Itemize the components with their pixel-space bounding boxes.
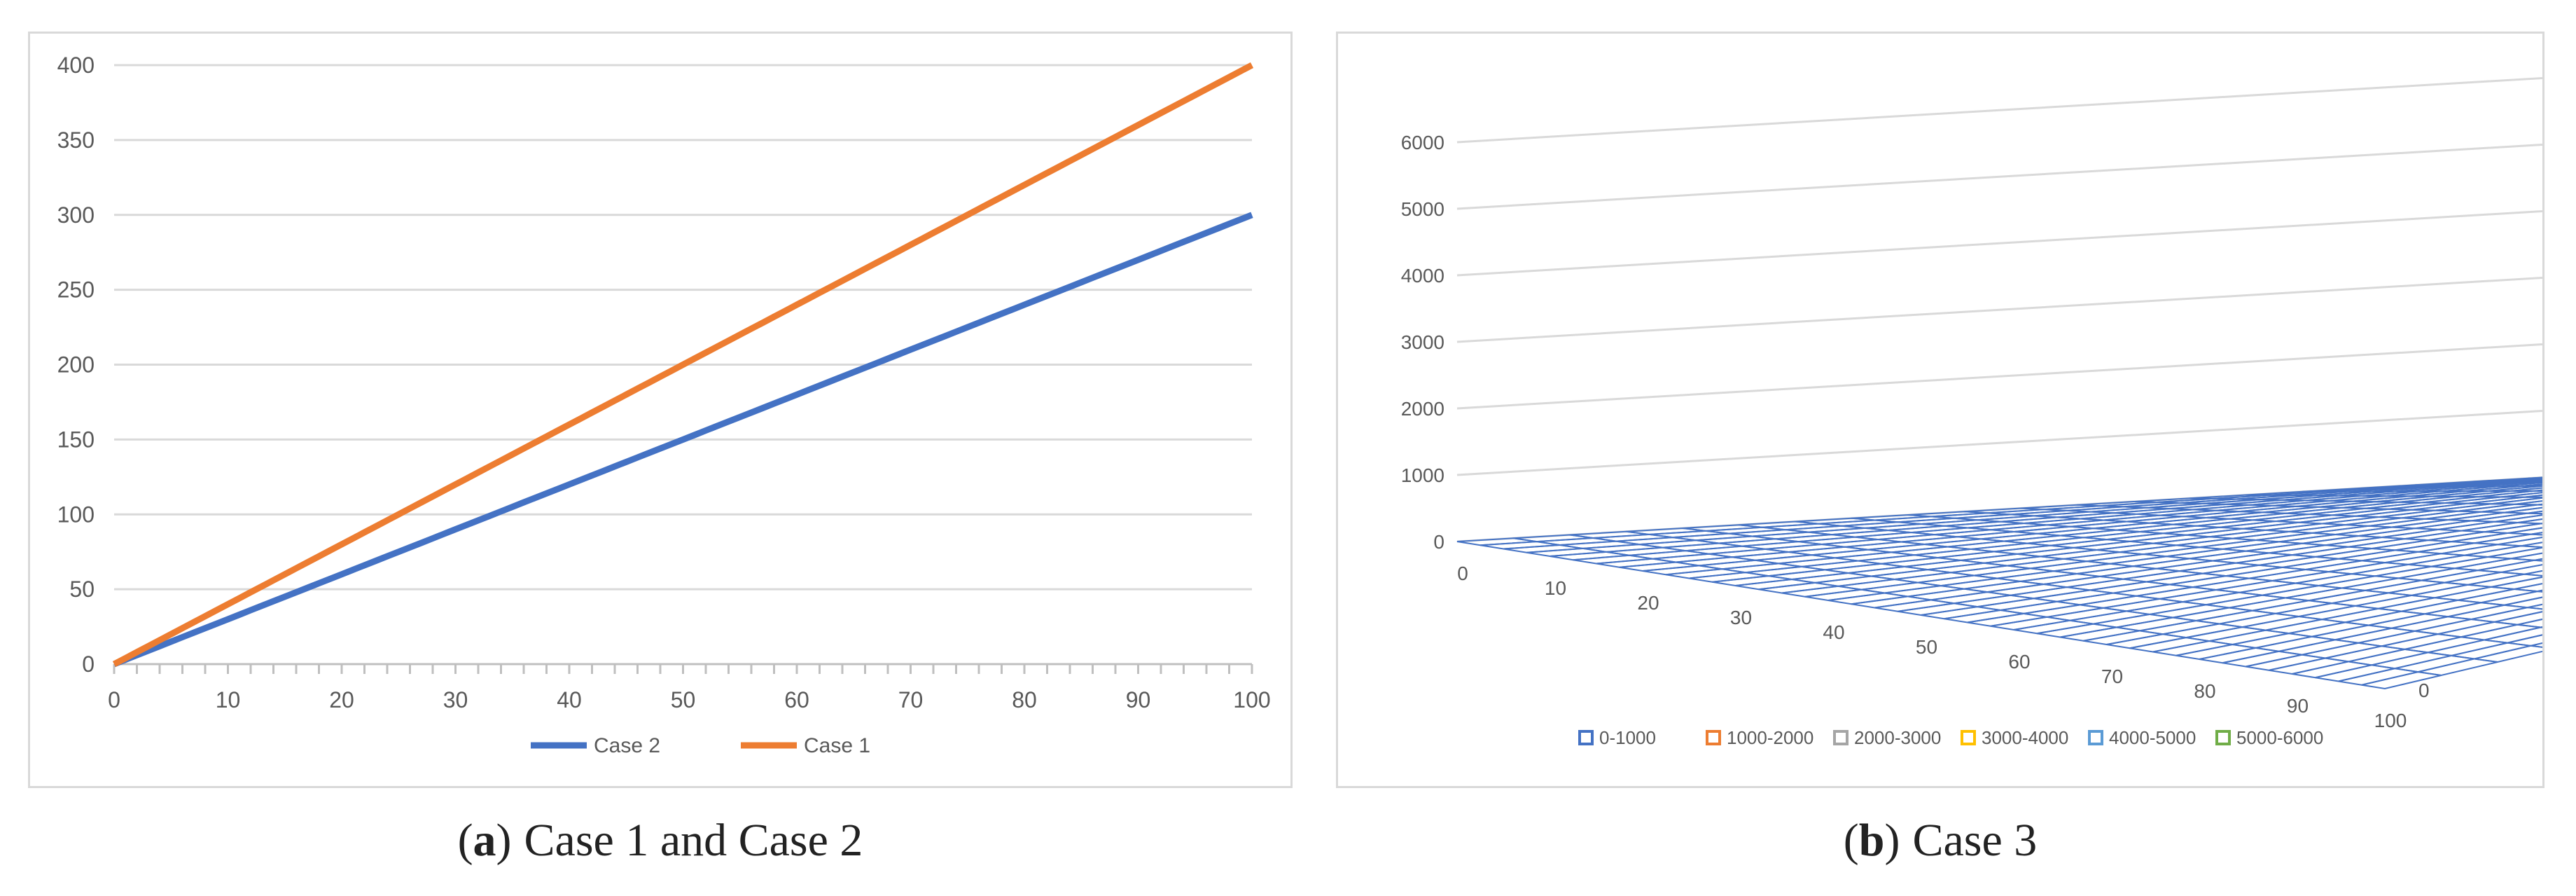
z-tick-label: 4000 [1401, 265, 1444, 287]
caption-b-label: b [1858, 815, 1885, 866]
caption-b: (b) Case 3 [1843, 815, 2038, 866]
z-tick-label: 1000 [1401, 464, 1444, 486]
line-chart-panel: 0 50 100 150 200 250 300 350 400 0 10 20 30 40 50 60 70 8… [28, 32, 1293, 788]
x-tick-label: 10 [1545, 577, 1566, 599]
x-tick-label: 60 [784, 687, 809, 712]
y-tick-label: 300 [57, 202, 95, 228]
x-tick-label: 50 [1916, 636, 1937, 658]
back-gridline [1456, 142, 2576, 210]
x-tick-label: 70 [2101, 666, 2123, 687]
x-tick-label: 80 [1012, 687, 1037, 712]
y-tick-label: 0 [82, 652, 95, 677]
series-line [112, 62, 1254, 667]
legend-label: Case 1 [804, 734, 870, 757]
legend-label: 1000-2000 [1727, 727, 1813, 748]
surface-cell [2361, 671, 2442, 690]
surface-chart-panel: 0 1000 2000 3000 4000 5000 6000 0 10 20 30 40 50 60 70… [1336, 32, 2576, 788]
z-tick-label: 5000 [1401, 198, 1444, 220]
x-tick-label: 30 [1730, 607, 1752, 628]
series-line [113, 212, 1253, 668]
back-gridline [1456, 341, 2576, 410]
legend-label: Case 2 [594, 734, 660, 757]
x-tick-label: 40 [557, 687, 582, 712]
x-tick-label: 100 [2374, 710, 2407, 731]
legend-swatch [1961, 730, 1976, 745]
y-tick-label: 200 [57, 352, 95, 378]
z-tick-label: 0 [1433, 531, 1444, 553]
y-tick-label: 0 [2418, 680, 2430, 701]
x-tick-label: 70 [898, 687, 924, 712]
z-tick-label: 2000 [1401, 398, 1444, 420]
x-tick-label: 30 [443, 687, 468, 712]
z-tick-label: 3000 [1401, 331, 1444, 353]
y-tick-label: 100 [57, 502, 95, 527]
x-tick-label: 90 [2287, 695, 2309, 717]
legend-swatch [1706, 730, 1721, 745]
back-gridline [1456, 208, 2576, 277]
caption-a: (a) Case 1 and Case 2 [457, 815, 863, 866]
legend-label: 4000-5000 [2109, 727, 2196, 748]
x-tick-label: 10 [216, 687, 241, 712]
x-tick-label: 80 [2194, 680, 2215, 702]
caption-a-label: a [473, 815, 496, 866]
x-tick-label: 60 [2008, 651, 2030, 673]
line-chart: 0 50 100 150 200 250 300 350 400 0 10 20 30 40 50 60 70 8… [57, 53, 1271, 757]
caption-a-text: Case 1 and Case 2 [524, 815, 863, 866]
surface-chart: 0100020003000400050006000010203040506070… [1401, 75, 2576, 748]
x-tick-label: 100 [1233, 687, 1270, 712]
legend-label: 3000-4000 [1982, 727, 2068, 748]
back-gridline [1456, 75, 2576, 144]
legend-swatch [2088, 730, 2103, 745]
y-tick-label: 50 [69, 577, 95, 602]
legend-swatch [2215, 730, 2231, 745]
legend-swatch [1578, 730, 1594, 745]
x-tick-label: 20 [329, 687, 354, 712]
x-tick-label: 20 [1637, 592, 1659, 614]
x-tick-label: 0 [108, 687, 120, 712]
surface-mesh [1456, 474, 2576, 690]
back-gridline [1456, 408, 2576, 476]
legend-label: 5000-6000 [2236, 727, 2323, 748]
back-gridline [1456, 275, 2576, 343]
y-tick-label: 400 [57, 53, 95, 78]
y-tick-label: 350 [57, 127, 95, 153]
x-tick-label: 90 [1126, 687, 1151, 712]
legend-label: 0-1000 [1599, 727, 1656, 748]
x-tick-label: 50 [671, 687, 696, 712]
z-tick-label: 6000 [1401, 132, 1444, 153]
legend-label: 2000-3000 [1854, 727, 1941, 748]
y-tick-label: 250 [57, 277, 95, 303]
x-tick-label: 40 [1823, 621, 1844, 643]
legend-swatch [1833, 730, 1849, 745]
caption-b-text: Case 3 [1912, 815, 2038, 866]
y-tick-label: 150 [57, 427, 95, 452]
x-tick-label: 0 [1457, 563, 1468, 584]
